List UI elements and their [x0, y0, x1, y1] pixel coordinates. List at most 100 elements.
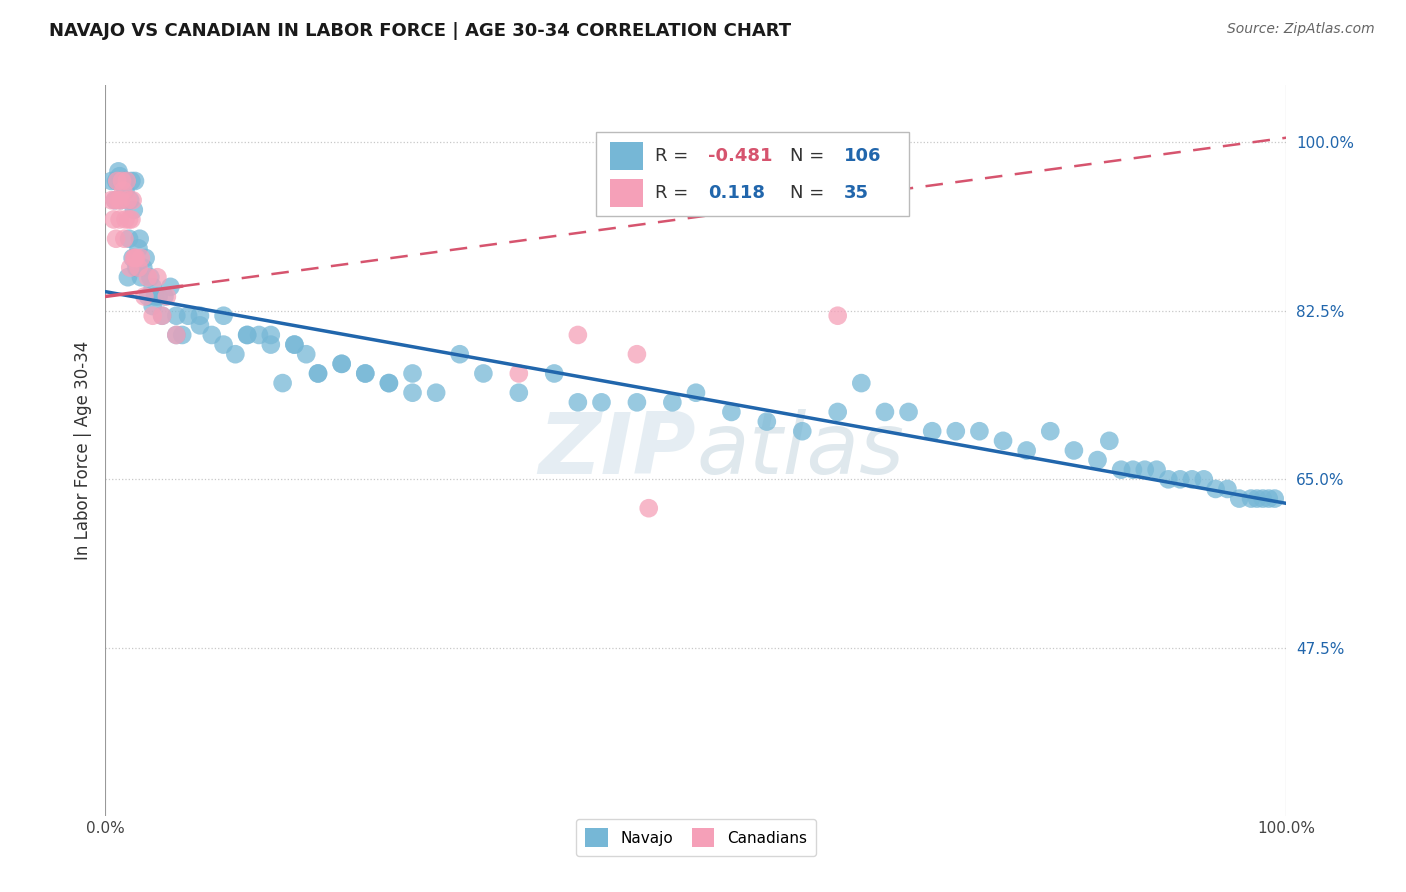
- Text: ZIP: ZIP: [538, 409, 696, 492]
- Point: [1205, 482, 1227, 496]
- Point: [115, 174, 138, 188]
- Point: [124, 251, 146, 265]
- Point: [1181, 472, 1204, 486]
- Point: [307, 367, 329, 381]
- Point: [260, 337, 283, 351]
- Point: [125, 251, 148, 265]
- Legend: Navajo, Canadians: Navajo, Canadians: [576, 819, 815, 856]
- Point: [135, 251, 157, 265]
- Text: NAVAJO VS CANADIAN IN LABOR FORCE | AGE 30-34 CORRELATION CHART: NAVAJO VS CANADIAN IN LABOR FORCE | AGE …: [49, 22, 792, 40]
- Point: [567, 395, 589, 409]
- Point: [156, 289, 179, 303]
- Text: 0.118: 0.118: [707, 184, 765, 202]
- Point: [425, 385, 447, 400]
- Point: [1240, 491, 1263, 506]
- Point: [508, 385, 530, 400]
- Point: [188, 318, 211, 333]
- Point: [472, 367, 495, 381]
- Point: [172, 328, 194, 343]
- Y-axis label: In Labor Force | Age 30-34: In Labor Force | Age 30-34: [73, 341, 91, 560]
- Point: [873, 405, 896, 419]
- Point: [165, 309, 187, 323]
- Point: [1251, 491, 1274, 506]
- Point: [283, 337, 305, 351]
- Point: [1098, 434, 1121, 448]
- Point: [143, 289, 166, 303]
- Point: [129, 251, 152, 265]
- Point: [125, 260, 148, 275]
- Point: [150, 309, 173, 323]
- Point: [851, 376, 873, 390]
- Point: [127, 260, 149, 275]
- Point: [236, 328, 259, 343]
- Point: [153, 289, 176, 303]
- FancyBboxPatch shape: [610, 179, 643, 207]
- Point: [103, 212, 125, 227]
- Point: [1133, 463, 1156, 477]
- Point: [378, 376, 401, 390]
- Point: [159, 280, 181, 294]
- Point: [118, 232, 141, 246]
- Text: N =: N =: [790, 184, 831, 202]
- Point: [165, 328, 187, 343]
- Point: [1039, 424, 1062, 438]
- Point: [136, 270, 159, 285]
- Point: [201, 328, 224, 343]
- Point: [543, 367, 565, 381]
- Point: [121, 193, 143, 207]
- Point: [685, 385, 707, 400]
- Point: [1063, 443, 1085, 458]
- Point: [142, 299, 165, 313]
- Text: N =: N =: [790, 147, 831, 165]
- Point: [142, 309, 165, 323]
- Point: [330, 357, 353, 371]
- Point: [104, 193, 127, 207]
- Point: [792, 424, 814, 438]
- Point: [114, 212, 136, 227]
- Point: [401, 385, 423, 400]
- Point: [129, 270, 152, 285]
- Point: [307, 367, 329, 381]
- Point: [120, 260, 142, 275]
- Point: [212, 309, 235, 323]
- Point: [104, 193, 127, 207]
- Point: [897, 405, 920, 419]
- Point: [105, 174, 128, 188]
- Point: [150, 309, 173, 323]
- Point: [1157, 472, 1180, 486]
- Point: [236, 328, 259, 343]
- Point: [105, 174, 128, 188]
- Point: [247, 328, 270, 343]
- Point: [626, 395, 648, 409]
- Point: [120, 212, 142, 227]
- Text: -0.481: -0.481: [707, 147, 772, 165]
- Point: [108, 212, 131, 227]
- Point: [1122, 463, 1144, 477]
- Point: [120, 193, 142, 207]
- Point: [1257, 491, 1279, 506]
- Point: [100, 193, 122, 207]
- Point: [449, 347, 471, 361]
- Point: [720, 405, 742, 419]
- Point: [330, 357, 353, 371]
- Point: [508, 367, 530, 381]
- Point: [112, 232, 135, 246]
- Point: [110, 193, 132, 207]
- Point: [1015, 443, 1038, 458]
- Point: [1109, 463, 1132, 477]
- Point: [148, 289, 170, 303]
- Point: [1146, 463, 1168, 477]
- Point: [124, 174, 146, 188]
- Point: [378, 376, 401, 390]
- Point: [108, 169, 131, 184]
- Point: [921, 424, 943, 438]
- Point: [134, 289, 156, 303]
- Point: [637, 501, 659, 516]
- Point: [112, 184, 135, 198]
- Point: [567, 328, 589, 343]
- Point: [188, 309, 211, 323]
- Point: [111, 174, 134, 188]
- Point: [132, 260, 155, 275]
- Point: [1168, 472, 1191, 486]
- Point: [354, 367, 377, 381]
